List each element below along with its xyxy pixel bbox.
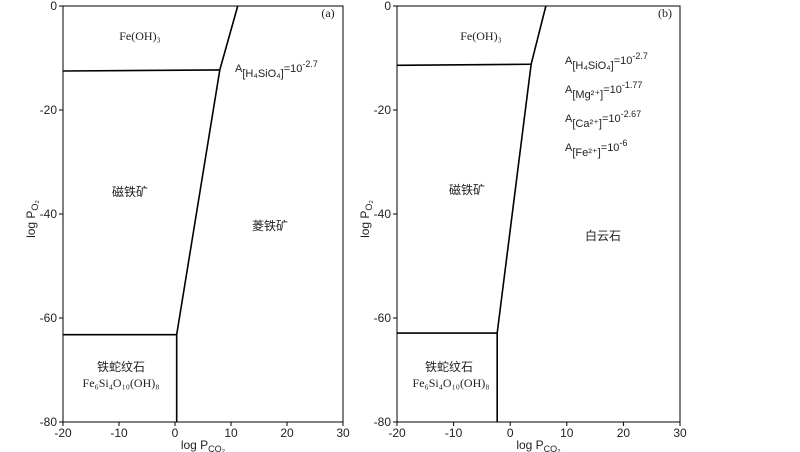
x-axis-label-sub: CO₂	[208, 444, 226, 452]
activity-exponent: -2.7	[632, 51, 648, 61]
x-tick-label: 10	[560, 426, 574, 440]
region-label: 铁蛇纹石	[97, 359, 145, 374]
x-tick-label: 30	[673, 426, 687, 440]
y-tick-label: -40	[374, 207, 392, 221]
activity-label: A[Fe²⁺]=10-6	[565, 138, 627, 159]
activity-exponent: -2.67	[621, 109, 642, 119]
activity-exponent: -1.77	[622, 80, 643, 90]
x-axis-label-main: log P	[516, 438, 543, 452]
phase-boundary	[496, 5, 547, 422]
activity-species: [Fe²⁺]	[572, 147, 600, 159]
phase-boundary	[175, 5, 239, 422]
y-tick-label: 0	[384, 0, 391, 13]
y-tick-label: -60	[40, 311, 58, 325]
activity-species: [Mg²⁺]	[572, 89, 603, 101]
activity-label: A[Ca²⁺]=10-2.67	[565, 109, 641, 130]
x-tick-label: 20	[617, 426, 631, 440]
region-label: 白云石	[585, 228, 621, 243]
y-tick-label: -80	[40, 415, 58, 429]
y-axis-label-sub: O₂	[30, 200, 40, 211]
activity-label: A[H₄SiO₄]=10-2.7	[565, 51, 648, 72]
region-label: 菱铁矿	[252, 219, 288, 233]
panel-label: (b)	[658, 6, 672, 20]
y-tick-label: 0	[50, 0, 57, 13]
x-tick-label: 0	[172, 426, 179, 440]
y-tick-label: -40	[40, 207, 58, 221]
activity-symbol: A	[235, 63, 243, 75]
region-label: 磁铁矿	[112, 184, 148, 199]
phase-boundary	[62, 69, 220, 72]
y-axis-label-main: log P	[358, 211, 372, 238]
activity-equals: =10	[602, 113, 621, 125]
x-tick-label: -10	[110, 426, 128, 440]
activity-species: [H₄SiO₄]	[242, 68, 283, 80]
x-tick-label: 20	[280, 426, 294, 440]
region-label: Fe(OH)₃	[119, 29, 161, 43]
x-tick-label: 30	[336, 426, 350, 440]
y-tick-label: -60	[374, 311, 392, 325]
activity-exponent: -6	[619, 138, 627, 148]
x-tick-label: -20	[388, 426, 406, 440]
y-tick-label: -80	[374, 415, 392, 429]
panel-label: (a)	[321, 6, 334, 20]
activity-label: A[H₄SiO₄]=10-2.7	[235, 59, 318, 80]
y-tick-label: -20	[40, 103, 58, 117]
activity-exponent: -2.7	[302, 59, 318, 69]
activity-symbol: A	[565, 113, 573, 125]
activity-species: [Ca²⁺]	[572, 118, 602, 130]
x-axis-label: log PCO₂	[516, 438, 561, 452]
x-axis-label: log PCO₂	[181, 438, 226, 452]
phase-boundary	[396, 63, 532, 67]
y-tick-label: -20	[374, 103, 392, 117]
y-axis-label-sub: O₂	[364, 200, 374, 211]
x-axis-label-sub: CO₂	[544, 444, 562, 452]
region-label: 磁铁矿	[449, 182, 485, 197]
x-tick-label: -10	[445, 426, 463, 440]
region-label: Fe₆Si₄O₁₀(OH)₈	[413, 376, 490, 390]
x-tick-label: 0	[507, 426, 514, 440]
region-label: Fe(OH)₃	[460, 29, 502, 43]
x-tick-label: -20	[54, 426, 72, 440]
activity-label: A[Mg²⁺]=10-1.77	[565, 80, 642, 101]
activity-species: [H₄SiO₄]	[572, 60, 613, 72]
activity-symbol: A	[565, 142, 573, 154]
region-label: Fe₆Si₄O₁₀(OH)₈	[83, 376, 160, 390]
activity-symbol: A	[565, 84, 573, 96]
region-label: 铁蛇纹石	[425, 359, 473, 374]
activity-equals: =10	[614, 55, 633, 67]
y-axis-label: log PO₂	[358, 200, 374, 238]
x-axis-label-main: log P	[181, 438, 208, 452]
activity-symbol: A	[565, 55, 573, 67]
activity-equals: =10	[603, 84, 622, 96]
y-axis-label-main: log P	[24, 211, 38, 238]
activity-equals: =10	[601, 142, 620, 154]
x-tick-label: 10	[224, 426, 238, 440]
y-axis-label: log PO₂	[24, 200, 40, 238]
activity-equals: =10	[284, 63, 303, 75]
